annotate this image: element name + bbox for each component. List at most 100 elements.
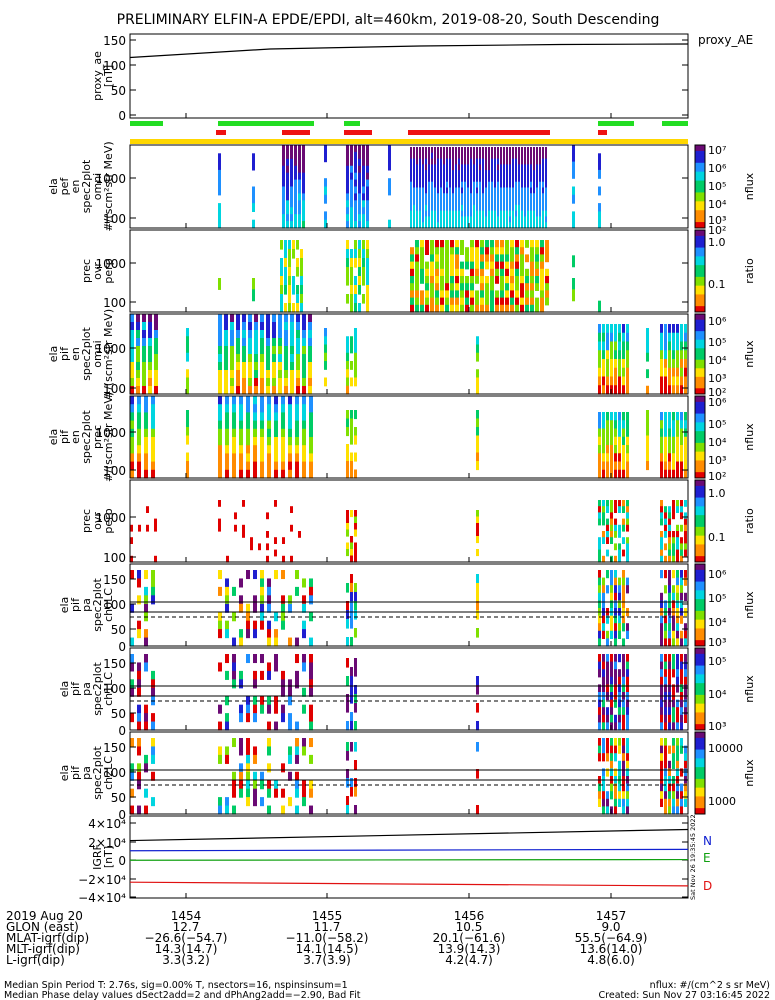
- heatmap-cell: [668, 436, 671, 446]
- heatmap-cell: [130, 453, 134, 463]
- heatmap-cell: [362, 240, 365, 250]
- heatmap-cell: [350, 510, 353, 518]
- heatmap-cell: [350, 427, 353, 437]
- colorbar-segment: [695, 230, 705, 234]
- heatmap-cell: [218, 322, 222, 331]
- heatmap-cell: [540, 297, 544, 306]
- colorbar-tick-label: 10⁵: [708, 180, 726, 193]
- heatmap-cell: [260, 453, 264, 463]
- heatmap-cell: [410, 158, 412, 165]
- heatmap-cell: [672, 669, 675, 678]
- plot-title: PRELIMINARY ELFIN-A EPDE/EPDI, alt=460km…: [117, 12, 660, 28]
- heatmap-cell: [461, 216, 463, 223]
- heatmap-cell: [452, 152, 454, 160]
- colorbar-segment: [695, 529, 705, 534]
- heatmap-cell: [437, 147, 439, 154]
- heatmap-cell: [494, 152, 496, 160]
- heatmap-cell: [572, 219, 575, 229]
- colorbar-segment: [695, 150, 705, 155]
- x-row-value: 13.9(14.3): [438, 942, 501, 956]
- heatmap-cell: [668, 768, 671, 777]
- heatmap-cell: [479, 193, 481, 200]
- heatmap-cell: [298, 172, 301, 181]
- heatmap-cell: [598, 783, 601, 792]
- heatmap-cell: [236, 386, 240, 395]
- heatmap-cell: [308, 346, 312, 355]
- heatmap-cell: [500, 164, 502, 171]
- colorbar-segment: [695, 398, 705, 403]
- heatmap-cell: [530, 158, 532, 165]
- heatmap-cell: [350, 193, 353, 201]
- heatmap-cell: [282, 186, 285, 195]
- heatmap-cell: [274, 437, 278, 446]
- heatmap-cell: [232, 445, 236, 454]
- heatmap-cell: [450, 290, 454, 299]
- heatmap-cell: [506, 222, 508, 229]
- heatmap-cell: [668, 798, 671, 807]
- heatmap-cell: [622, 506, 625, 513]
- heatmap-cell: [680, 669, 683, 678]
- heatmap-cell: [302, 461, 306, 471]
- heatmap-cell: [668, 570, 671, 579]
- heatmap-cell: [606, 738, 609, 747]
- heatmap-cell: [614, 453, 617, 463]
- heatmap-cell: [610, 420, 613, 430]
- colorbar-tick-label: 10³: [708, 720, 726, 733]
- heatmap-cell: [450, 254, 454, 263]
- heatmap-cell: [413, 152, 415, 160]
- heatmap-cell: [668, 549, 671, 557]
- colorbar-segment: [695, 564, 705, 568]
- heatmap-cell: [295, 780, 299, 790]
- heatmap-cell: [606, 630, 609, 639]
- heatmap-cell: [622, 722, 625, 731]
- heatmap-cell: [324, 352, 327, 362]
- heatmap-cell: [618, 500, 621, 507]
- heatmap-cell: [430, 290, 434, 299]
- heatmap-cell: [422, 210, 424, 218]
- heatmap-cell: [622, 524, 625, 532]
- x-row-value: −26.6(−54.7): [145, 931, 228, 945]
- heatmap-cell: [510, 304, 514, 313]
- heatmap-cell: [144, 412, 148, 422]
- heatmap-cell: [476, 676, 479, 686]
- heatmap-cell: [536, 204, 538, 212]
- heatmap-cell: [684, 638, 687, 647]
- heatmap-cell: [246, 453, 250, 463]
- heatmap-cell: [218, 453, 222, 463]
- heatmap-cell: [354, 165, 357, 174]
- heatmap-cell: [295, 453, 299, 463]
- heatmap-cell: [668, 461, 671, 471]
- x-row-value: 14.3(14.7): [155, 942, 218, 956]
- heatmap-cell: [476, 703, 479, 713]
- heatmap-cell: [346, 523, 349, 531]
- heatmap-cell: [358, 179, 361, 188]
- heatmap-cell: [452, 187, 454, 194]
- x-row-value: 4.2(4.7): [445, 953, 493, 967]
- heatmap-cell: [410, 170, 412, 177]
- heatmap-cell: [470, 175, 472, 183]
- heatmap-cell: [530, 297, 534, 306]
- heatmap-cell: [618, 791, 621, 800]
- heatmap-cell: [452, 210, 454, 218]
- colorbar-segment: [695, 407, 705, 412]
- heatmap-cell: [664, 570, 667, 579]
- heatmap-cell: [598, 592, 601, 601]
- heatmap-cell: [521, 187, 523, 194]
- heatmap-cell: [680, 638, 683, 647]
- heatmap-cell: [536, 164, 538, 171]
- heatmap-cell: [668, 555, 671, 563]
- heatmap-cell: [137, 687, 141, 697]
- colorbar-segment: [695, 706, 705, 710]
- heatmap-cell: [606, 722, 609, 731]
- heatmap-cell: [434, 181, 436, 189]
- heatmap-cell: [476, 516, 479, 524]
- heatmap-cell: [479, 216, 481, 223]
- heatmap-cell: [660, 798, 663, 807]
- colorbar-segment: [695, 247, 705, 251]
- heatmap-cell: [470, 187, 472, 194]
- heatmap-cell: [440, 158, 442, 165]
- heatmap-cell: [598, 638, 601, 647]
- heatmap-cell: [676, 623, 679, 632]
- heatmap-cell: [272, 338, 276, 347]
- heatmap-cell: [288, 797, 292, 807]
